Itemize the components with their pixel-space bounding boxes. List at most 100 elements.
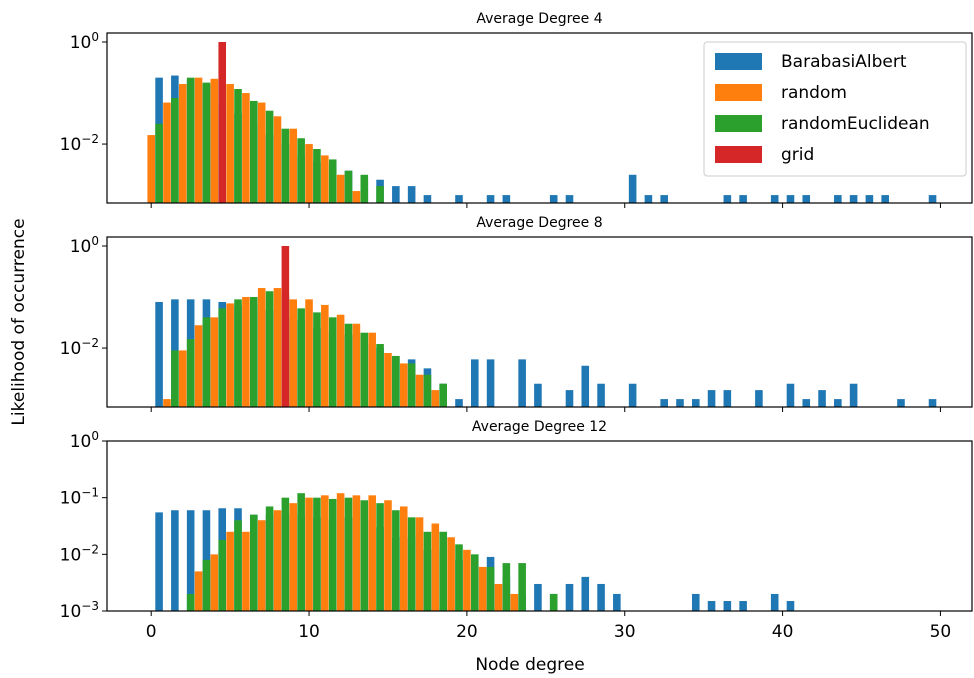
bar-random-9 (289, 299, 297, 407)
bar-random-0 (147, 135, 155, 203)
bar-randomEuclidean-15 (392, 510, 400, 611)
bar-BarabasiAlbert-41 (787, 384, 795, 407)
bar-random-6 (242, 297, 250, 407)
bar-random-11 (321, 305, 329, 407)
bar-random-16 (400, 506, 408, 611)
bar-randomEuclidean-2 (187, 78, 195, 203)
bar-random-1 (163, 399, 171, 407)
bar-random-14 (368, 495, 376, 611)
bar-randomEuclidean-5 (234, 89, 242, 203)
subplot-title: Average Degree 12 (472, 419, 607, 435)
bar-random-3 (195, 325, 203, 407)
bar-BarabasiAlbert-39 (755, 390, 763, 407)
y-axis-label: Likelihood of occurrence (9, 218, 29, 425)
bar-random-9 (289, 129, 297, 203)
bar-random-14 (368, 333, 376, 407)
bar-randomEuclidean-9 (297, 138, 305, 203)
y-tick-label: 100 (70, 234, 99, 257)
bar-randomEuclidean-6 (250, 101, 258, 203)
bar-randomEuclidean-11 (329, 159, 337, 203)
bar-BarabasiAlbert-46 (866, 195, 874, 203)
bar-BarabasiAlbert-31 (629, 175, 637, 203)
bar-random-15 (384, 500, 392, 611)
bar-randomEuclidean-12 (345, 171, 353, 203)
bar-random-12 (337, 315, 345, 407)
bar-randomEuclidean-17 (424, 375, 432, 407)
bar-randomEuclidean-10 (313, 312, 321, 407)
bar-random-10 (305, 299, 313, 407)
bar-BarabasiAlbert-17 (408, 186, 416, 203)
bar-BarabasiAlbert-37 (724, 390, 732, 407)
bar-randomEuclidean-8 (282, 498, 290, 611)
bar-randomEuclidean-14 (376, 503, 384, 611)
legend-label-grid: grid (781, 145, 814, 165)
legend-swatch-random (715, 84, 762, 101)
bar-BarabasiAlbert-35 (692, 399, 700, 407)
bar-random-5 (226, 84, 234, 203)
bar-BarabasiAlbert-20 (455, 399, 463, 407)
bar-BarabasiAlbert-41 (787, 601, 795, 611)
bar-randomEuclidean-14 (376, 344, 384, 407)
bar-BarabasiAlbert-44 (834, 399, 842, 407)
bar-random-22 (495, 584, 503, 611)
subplot-title: Average Degree 8 (476, 215, 602, 231)
bar-BarabasiAlbert-48 (897, 399, 905, 407)
bar-random-4 (211, 317, 219, 407)
bar-randomEuclidean-1 (171, 350, 179, 407)
bar-randomEuclidean-7 (266, 506, 274, 611)
y-tick-label: 10−1 (60, 486, 99, 509)
bar-BarabasiAlbert-44 (834, 195, 842, 203)
bar-random-19 (447, 537, 455, 611)
bar-BarabasiAlbert-26 (550, 195, 558, 203)
bar-BarabasiAlbert-27 (566, 390, 574, 407)
legend-swatch-BarabasiAlbert (715, 53, 762, 70)
bar-grid-8 (282, 246, 290, 407)
bar-randomEuclidean-5 (234, 520, 242, 611)
bar-randomEuclidean-4 (218, 540, 226, 611)
y-tick-label: 100 (70, 429, 99, 452)
bar-random-13 (353, 191, 361, 203)
bar-random-6 (242, 532, 250, 611)
bar-randomEuclidean-22 (503, 563, 511, 611)
subplot-2: Average Degree 8 100 10−2 (60, 215, 972, 412)
bar-randomEuclidean-11 (329, 317, 337, 407)
bar-BarabasiAlbert-41 (787, 195, 795, 203)
bar-BarabasiAlbert-35 (692, 594, 700, 611)
bar-BarabasiAlbert-42 (802, 399, 810, 407)
bar-random-15 (384, 353, 392, 407)
bar-random-17 (416, 375, 424, 407)
legend-label-randomEuclidean: randomEuclidean (781, 114, 930, 134)
bar-random-2 (179, 350, 187, 407)
bar-randomEuclidean-5 (234, 299, 242, 407)
bar-random-16 (400, 363, 408, 407)
bar-random-5 (226, 303, 234, 407)
bar-randomEuclidean-13 (361, 500, 369, 611)
bar-random-8 (274, 116, 282, 203)
bar-random-1 (163, 103, 171, 203)
bar-BarabasiAlbert-50 (929, 399, 937, 407)
legend-swatch-randomEuclidean (715, 115, 762, 132)
bar-BarabasiAlbert-32 (645, 195, 653, 203)
subplot-3: Average Degree 1210010−110−210−30 10 20 30 4… (60, 419, 972, 642)
bar-BarabasiAlbert-36 (708, 390, 716, 407)
subplot-title: Average Degree 4 (476, 11, 602, 27)
legend-label-BarabasiAlbert: BarabasiAlbert (781, 52, 907, 72)
subplot-1: Average Degree 4 100 10−2 BarabasiAlbert ran… (60, 11, 972, 208)
y-tick-label: 10−2 (60, 132, 99, 155)
bar-BarabasiAlbert-37 (724, 195, 732, 203)
bar-BarabasiAlbert-1 (155, 302, 163, 407)
bar-random-2 (179, 84, 187, 203)
bar-randomEuclidean-12 (345, 498, 353, 611)
x-tick-label: 20 (456, 622, 478, 642)
bar-BarabasiAlbert-40 (771, 594, 779, 611)
bar-BarabasiAlbert-31 (629, 384, 637, 407)
bar-random-11 (321, 495, 329, 611)
bar-BarabasiAlbert-42 (802, 195, 810, 203)
bar-random-4 (211, 79, 219, 203)
bar-BarabasiAlbert-33 (660, 399, 668, 407)
bar-random-21 (479, 567, 487, 611)
bar-random-23 (510, 594, 518, 611)
x-axis-label: Node degree (475, 655, 584, 675)
bar-BarabasiAlbert-28 (581, 366, 589, 407)
